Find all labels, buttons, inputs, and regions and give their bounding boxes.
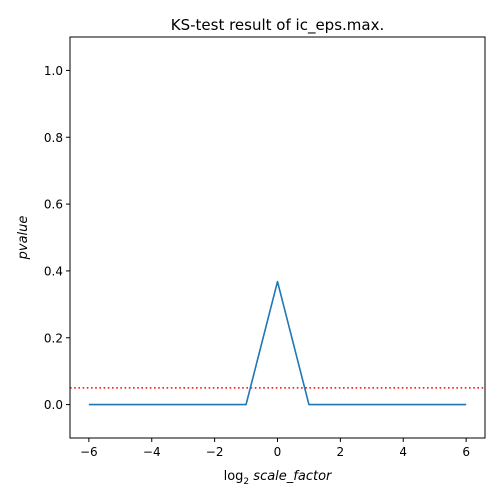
- x-tick-label: 2: [337, 445, 345, 459]
- y-tick-label: 0.6: [44, 198, 63, 212]
- y-axis: 0.0 0.2 0.4 0.6 0.8 1.0: [44, 64, 70, 412]
- x-tick-label: −6: [80, 445, 98, 459]
- x-tick-label: 0: [274, 445, 282, 459]
- y-tick-label: 0.4: [44, 264, 63, 278]
- x-axis-label-subscript: 2: [243, 477, 249, 487]
- plot-area: [70, 280, 485, 406]
- y-tick-label: 0.8: [44, 131, 63, 145]
- y-axis-label: pvalue: [16, 216, 31, 261]
- chart-title: KS-test result of ic_eps.max.: [171, 16, 384, 35]
- x-axis-label-prefix: log: [224, 469, 244, 484]
- series-line-0: [88, 280, 467, 406]
- x-axis-label-variable: scale_factor: [253, 469, 333, 484]
- x-tick-label: −2: [206, 445, 224, 459]
- x-tick-label: 4: [399, 445, 407, 459]
- y-tick-label: 0.0: [44, 398, 63, 412]
- x-axis: −6 −4 −2 0 2 4 6: [80, 438, 470, 459]
- x-tick-label: 6: [462, 445, 470, 459]
- y-tick-label: 1.0: [44, 64, 63, 78]
- x-axis-label: log2 scale_factor: [224, 469, 333, 487]
- x-tick-label: −4: [143, 445, 161, 459]
- y-tick-label: 0.2: [44, 331, 63, 345]
- plot-frame: [69, 36, 486, 439]
